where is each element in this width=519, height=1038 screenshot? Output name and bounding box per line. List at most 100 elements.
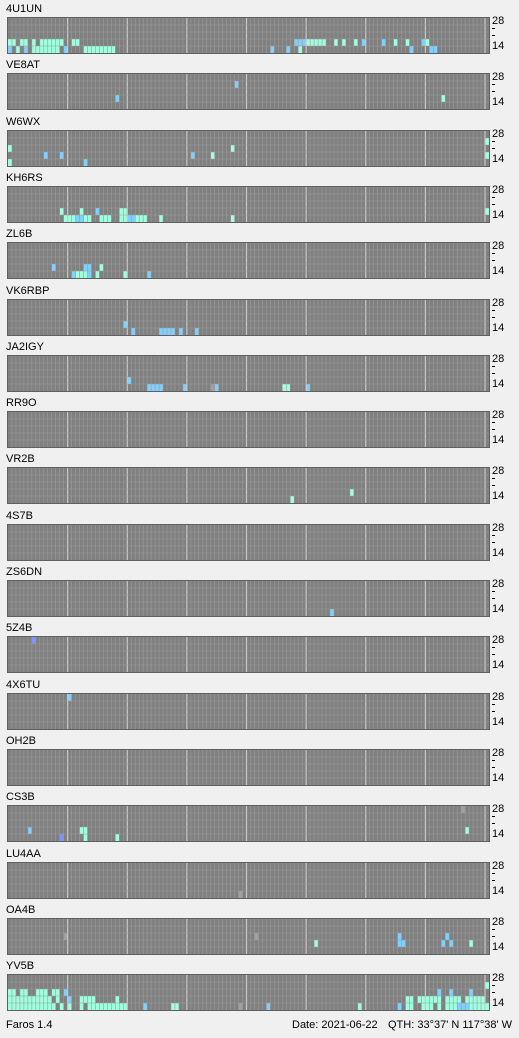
signal-cell <box>401 940 406 947</box>
signal-cell <box>115 95 120 102</box>
signal-cell <box>35 989 40 996</box>
signal-cell <box>15 996 20 1003</box>
signal-cell <box>87 996 92 1003</box>
band-label-14: 14 <box>492 209 505 221</box>
band-label-28: 28 <box>492 860 505 872</box>
beacon-panel: LU4AA 28 14 <box>0 846 519 902</box>
band-label-28: 28 <box>492 916 505 928</box>
signal-cell <box>429 46 434 53</box>
propagation-grid[interactable] <box>7 524 490 561</box>
band-tick <box>492 591 495 592</box>
signal-cell <box>230 145 235 152</box>
signal-cell <box>23 46 28 53</box>
propagation-grid[interactable] <box>7 862 490 899</box>
signal-cell <box>433 996 438 1003</box>
signal-cell <box>59 152 64 159</box>
propagation-grid[interactable] <box>7 186 490 223</box>
signal-cell <box>111 1003 116 1010</box>
propagation-grid[interactable] <box>7 918 490 955</box>
signal-cell <box>31 39 36 46</box>
band-tick <box>492 880 495 881</box>
signal-cell <box>107 46 112 53</box>
signal-cell <box>190 152 195 159</box>
signal-cell <box>425 996 430 1003</box>
signal-cell <box>119 215 124 222</box>
signal-cell <box>314 940 319 947</box>
propagation-grid[interactable] <box>7 749 490 786</box>
propagation-grid[interactable] <box>7 693 490 730</box>
band-label-14: 14 <box>492 716 505 728</box>
signal-cell <box>79 271 84 278</box>
signal-cell <box>441 940 446 947</box>
propagation-grid[interactable] <box>7 805 490 842</box>
signal-cell <box>55 989 60 996</box>
signal-cell <box>433 46 438 53</box>
signal-cell <box>35 996 40 1003</box>
propagation-grid[interactable] <box>7 355 490 392</box>
signal-cell <box>79 1003 84 1010</box>
signal-cell <box>95 46 100 53</box>
band-label-14: 14 <box>492 265 505 277</box>
band-tick <box>492 478 495 479</box>
propagation-grid[interactable] <box>7 467 490 504</box>
signal-cell <box>67 996 72 1003</box>
signal-cell <box>71 39 76 46</box>
band-tick <box>492 429 495 430</box>
propagation-grid[interactable] <box>7 242 490 279</box>
signal-cell <box>83 159 88 166</box>
band-label-28: 28 <box>492 71 505 83</box>
signal-cell <box>294 39 299 46</box>
signal-cell <box>465 1003 470 1010</box>
band-label-14: 14 <box>492 603 505 615</box>
signal-cell <box>131 215 136 222</box>
signal-cell <box>11 1003 16 1010</box>
beacon-callsign: VE8AT <box>6 59 41 71</box>
signal-cell <box>11 39 16 46</box>
signal-cell <box>409 996 414 1003</box>
band-label-28: 28 <box>492 691 505 703</box>
band-label-28: 28 <box>492 409 505 421</box>
signal-cell <box>306 384 311 391</box>
propagation-grid[interactable] <box>7 974 490 1011</box>
signal-cell <box>95 208 100 215</box>
signal-cell <box>485 152 489 159</box>
signal-cell <box>393 39 398 46</box>
beacon-callsign: KH6RS <box>6 172 43 184</box>
signal-cell <box>485 1003 489 1010</box>
band-tick <box>492 310 495 311</box>
signal-cell <box>83 264 88 271</box>
signal-cell <box>453 1003 458 1010</box>
propagation-grid[interactable] <box>7 73 490 110</box>
propagation-grid[interactable] <box>7 580 490 617</box>
signal-cell <box>270 46 275 53</box>
signal-cell <box>8 989 12 996</box>
propagation-grid[interactable] <box>7 411 490 448</box>
beacon-callsign: RR9O <box>6 397 37 409</box>
propagation-grid[interactable] <box>7 130 490 167</box>
band-tick <box>492 28 495 29</box>
propagation-grid[interactable] <box>7 299 490 336</box>
signal-cell <box>115 996 120 1003</box>
signal-cell <box>143 1003 148 1010</box>
propagation-grid[interactable] <box>7 17 490 54</box>
propagation-grid[interactable] <box>7 636 490 673</box>
signal-cell <box>127 215 132 222</box>
band-label-28: 28 <box>492 184 505 196</box>
beacon-callsign: JA2IGY <box>6 341 44 353</box>
signal-cell <box>147 384 152 391</box>
beacon-callsign: LU4AA <box>6 848 41 860</box>
grid-canvas <box>8 581 489 616</box>
signal-cell <box>266 1003 271 1010</box>
signal-cell <box>83 46 88 53</box>
band-tick <box>492 197 495 198</box>
band-tick <box>492 760 495 761</box>
signal-cell <box>111 46 116 53</box>
signal-cell <box>99 46 104 53</box>
band-tick <box>492 873 495 874</box>
band-label-28: 28 <box>492 15 505 27</box>
signal-cell <box>123 215 128 222</box>
band-tick <box>492 148 495 149</box>
signal-cell <box>357 1003 362 1010</box>
band-label-28: 28 <box>492 353 505 365</box>
signal-cell <box>103 215 108 222</box>
